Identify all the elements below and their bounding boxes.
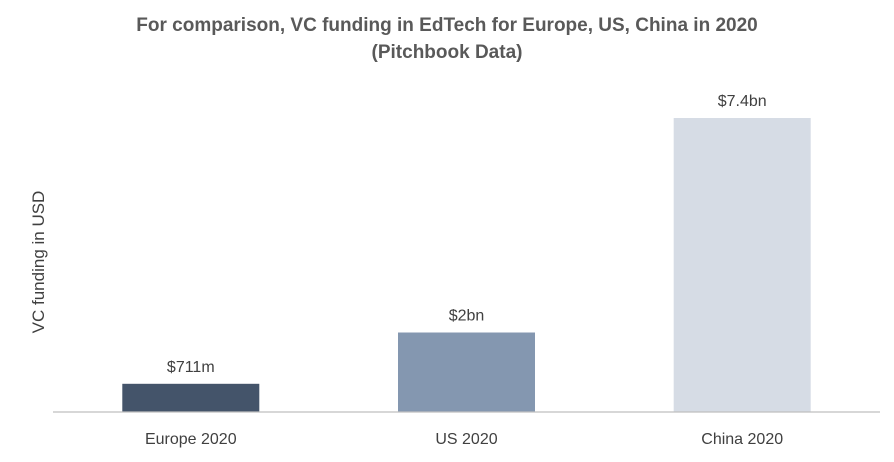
bar-europe-2020 [122, 383, 260, 412]
bar-china-2020 [673, 118, 811, 412]
data-label: $2bn [449, 308, 485, 325]
bars-layer [122, 118, 811, 412]
data-label: $711m [167, 359, 215, 376]
x-tick-label: China 2020 [701, 431, 783, 448]
chart-title-block: For comparison, VC funding in EdTech for… [0, 12, 894, 66]
x-tick-label: Europe 2020 [145, 431, 237, 448]
bar-us-2020 [398, 332, 535, 412]
chart-subtitle: (Pitchbook Data) [371, 42, 523, 63]
data-label: $7.4bn [718, 93, 767, 110]
labels-layer: $711m Europe 2020 $2bn US 2020 $7.4bn China 2… [145, 93, 783, 448]
x-tick-label: US 2020 [435, 431, 497, 448]
y-axis-title: VC funding in USD [29, 191, 48, 334]
chart-title: For comparison, VC funding in EdTech for… [136, 15, 758, 36]
